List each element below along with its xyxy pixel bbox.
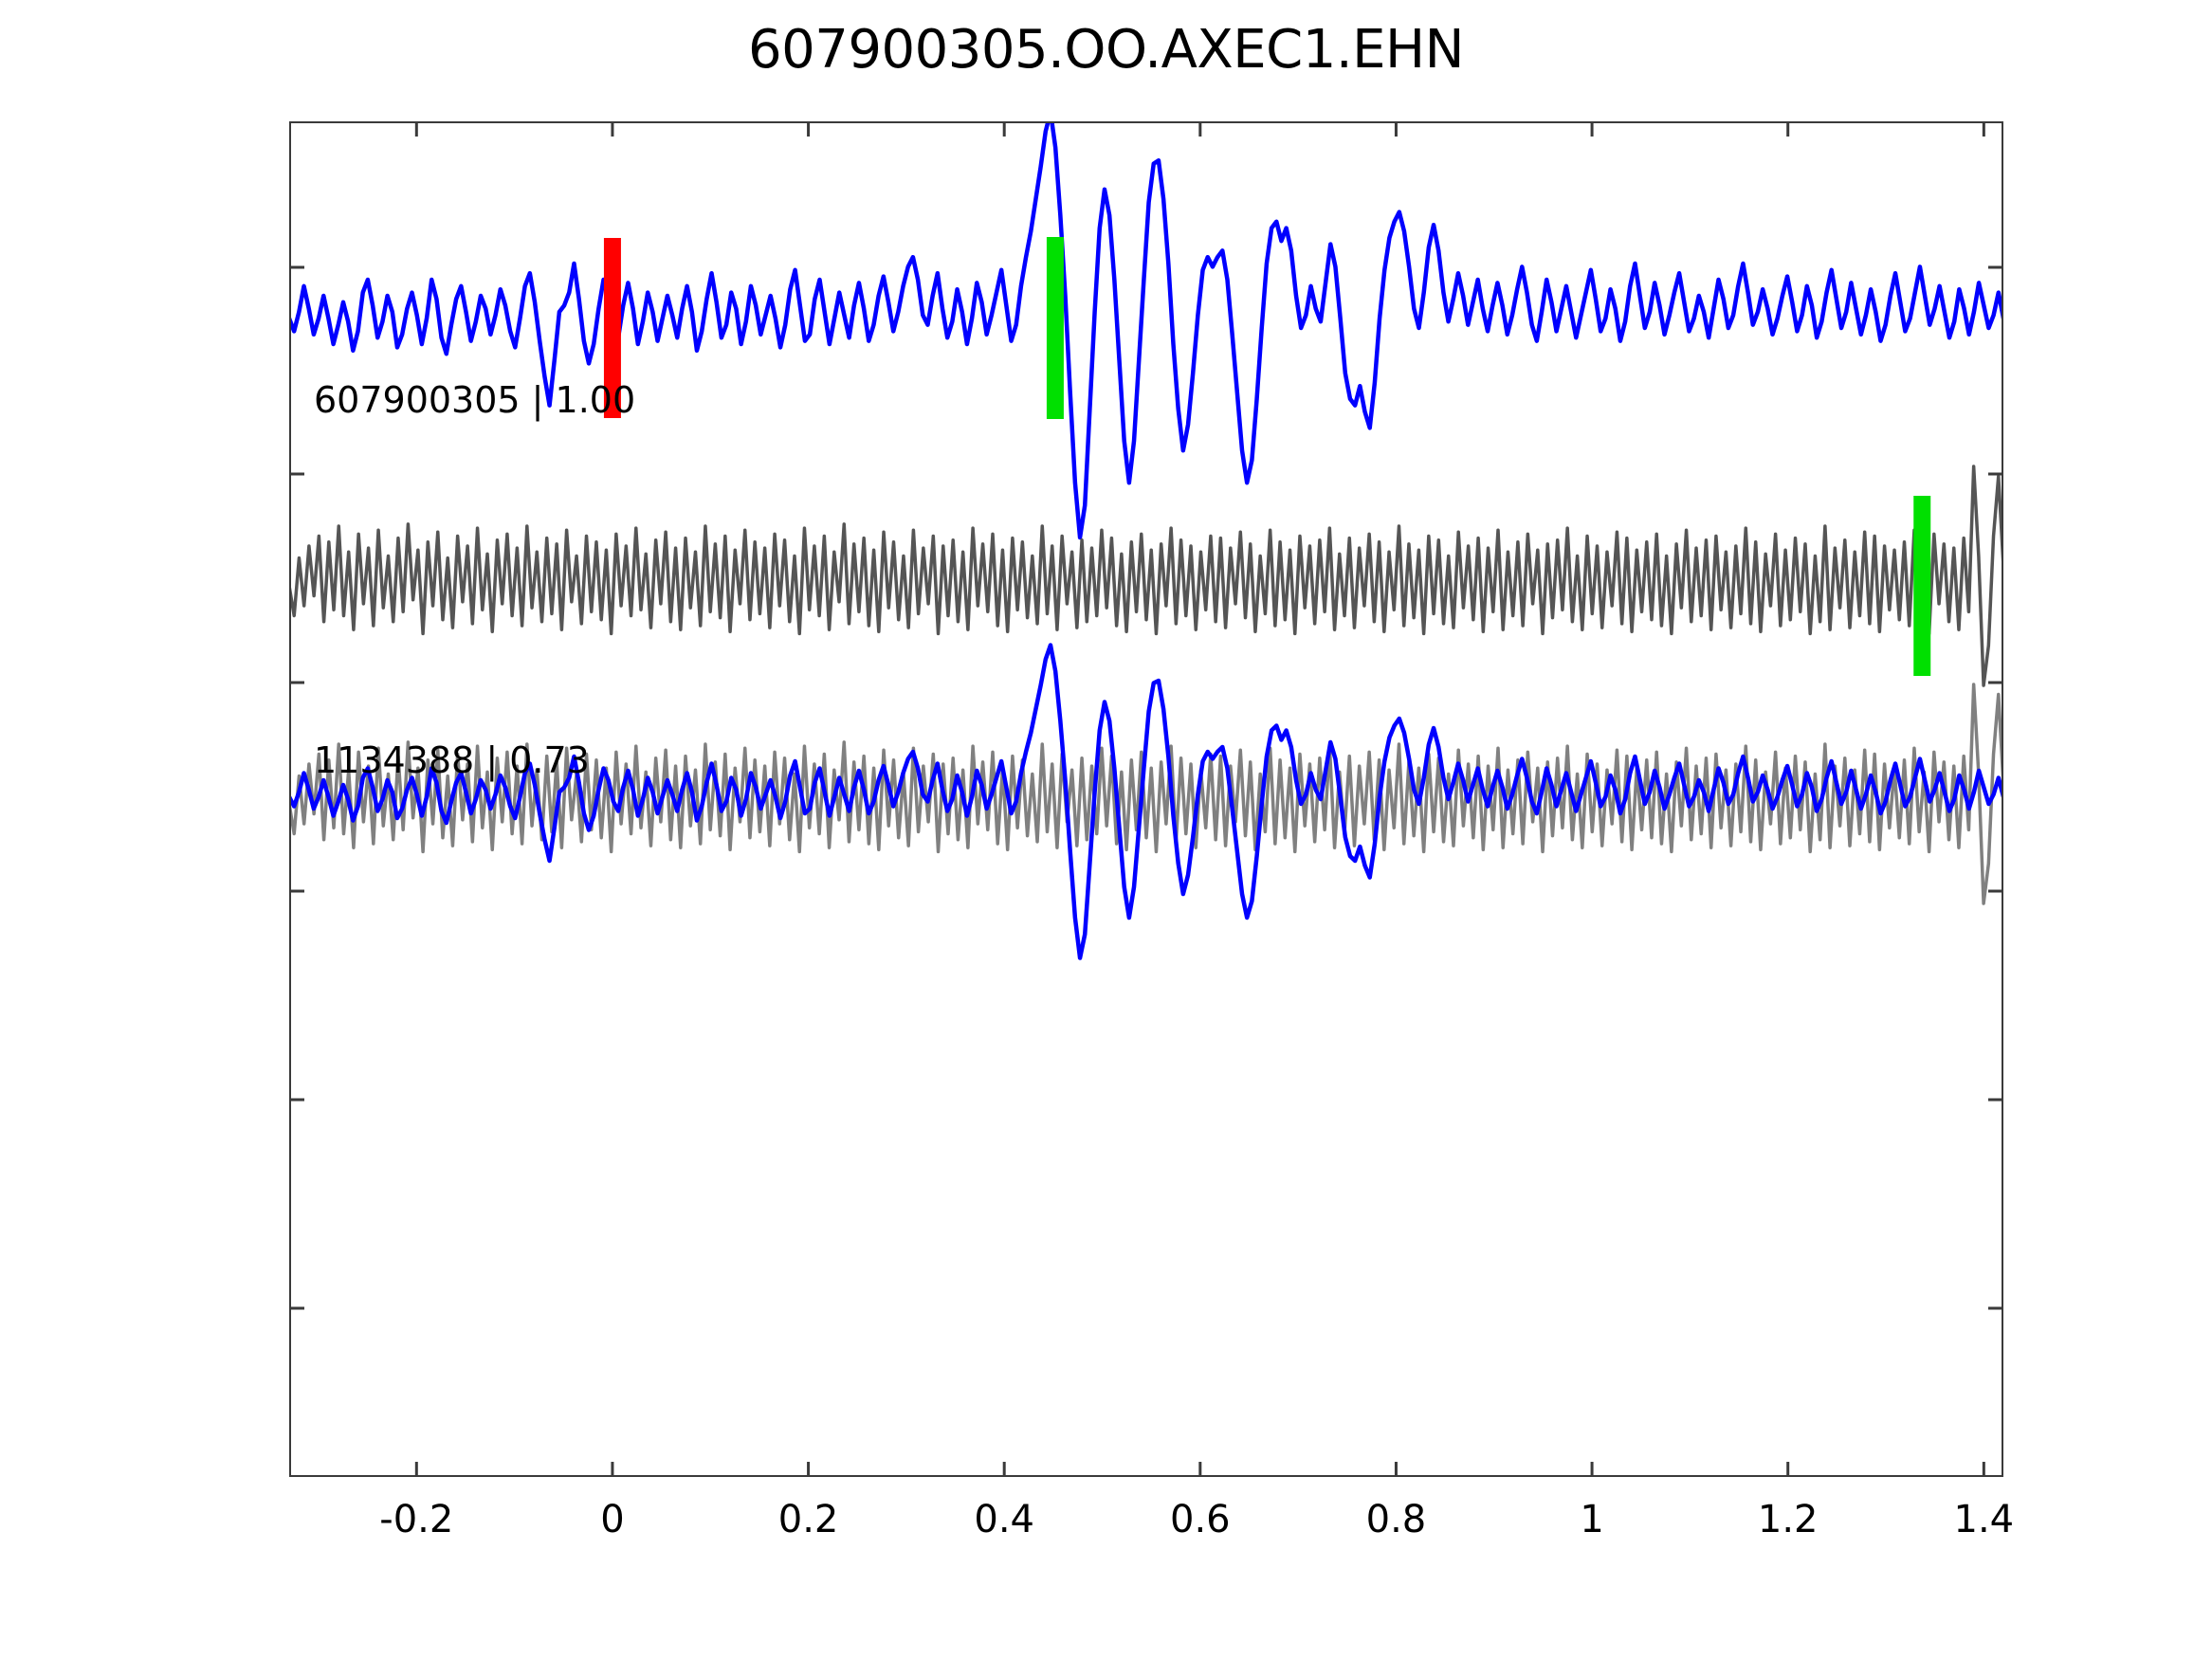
plot-background <box>289 121 2003 1477</box>
template-waveform <box>289 121 2003 540</box>
pick-markers-group <box>603 237 1931 676</box>
traces-group <box>289 121 2003 960</box>
pick-marker-p-pick <box>603 238 621 418</box>
x-tick-label: 1.2 <box>1757 1498 1819 1541</box>
x-tick-label: 0.2 <box>777 1498 839 1541</box>
pick-marker-s-pick <box>1046 237 1064 419</box>
plot-area: 607900305 | 1.00 1134388 | 0.73 <box>289 121 2003 1477</box>
x-tick-label: 0 <box>600 1498 625 1541</box>
page-title: 607900305.OO.AXEC1.EHN <box>747 19 1465 81</box>
detection-waveform <box>289 465 2003 687</box>
pick-marker-s-pick <box>1913 496 1931 676</box>
axis-ticks-group <box>289 121 2003 1477</box>
x-tick-label: 1.4 <box>1953 1498 2015 1541</box>
plot-border <box>289 121 2003 1477</box>
x-tick-label: 0.8 <box>1365 1498 1427 1541</box>
x-tick-label: 0.4 <box>974 1498 1034 1541</box>
x-tick-label: 1 <box>1580 1498 1604 1541</box>
x-tick-label: -0.2 <box>379 1498 454 1541</box>
trace-label-detection: 1134388 | 0.73 <box>314 739 590 781</box>
trace-label-template: 607900305 | 1.00 <box>314 379 636 421</box>
overlay-blue-waveform <box>289 643 2003 960</box>
x-tick-label: 0.6 <box>1170 1498 1231 1541</box>
waveform-plot <box>289 121 2003 1477</box>
